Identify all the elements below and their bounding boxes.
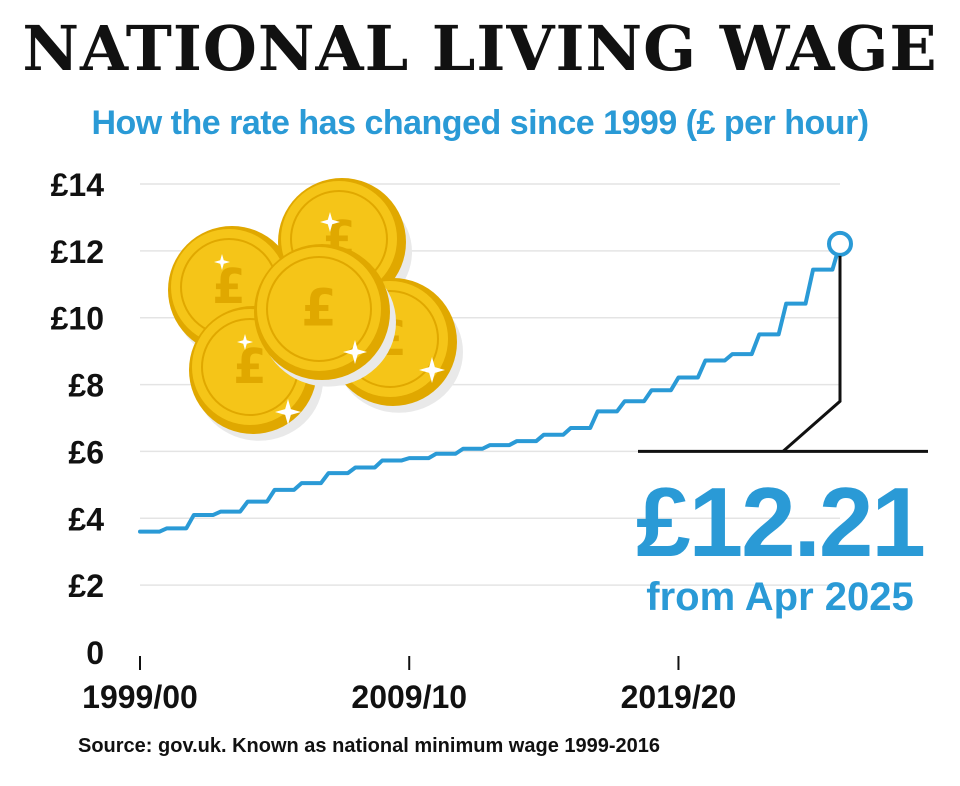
sparkle-icon <box>343 340 367 364</box>
sparkle-icon <box>214 254 230 270</box>
y-tick-label: £6 <box>68 434 104 470</box>
x-tick-label: 2009/10 <box>351 679 467 715</box>
coin-inner-ring <box>266 256 372 362</box>
y-tick-label: £10 <box>51 301 104 337</box>
x-tick-label: 1999/00 <box>82 679 198 715</box>
y-tick-label: £8 <box>68 368 104 404</box>
pound-coins-icon: £££££ <box>168 178 463 441</box>
y-tick-label: 0 <box>86 635 104 671</box>
y-tick-label: £2 <box>68 568 104 604</box>
pound-icon: £ <box>212 259 245 315</box>
y-tick-label: £14 <box>51 167 105 203</box>
pound-icon: £ <box>301 280 337 339</box>
y-tick-label: £12 <box>51 234 104 270</box>
endpoint-marker <box>827 230 853 257</box>
coin-face <box>257 247 381 371</box>
chart-title: NATIONAL LIVING WAGE <box>22 12 938 85</box>
series-layer <box>138 241 842 534</box>
series-line <box>138 241 842 534</box>
sparkle-icon <box>275 399 301 425</box>
source-note: Source: gov.uk. Known as national minimu… <box>78 735 661 757</box>
sparkle-icon <box>320 212 340 232</box>
chart-subtitle: How the rate has changed since 1999 (£ p… <box>91 104 869 142</box>
annotation-value: £12.21 <box>636 467 924 577</box>
pound-icon: £ <box>233 339 266 395</box>
x-tick-label: 2019/20 <box>621 679 737 715</box>
annotation-date: from Apr 2025 <box>646 575 914 619</box>
axes: 0 £2 £4 £6 £8 £10 £12 £14 1999/00 2009/10 2019/20 <box>51 167 737 715</box>
y-tick-label: £4 <box>68 501 104 537</box>
leader-line <box>782 255 842 453</box>
sparkle-icon <box>419 357 445 383</box>
sparkle-icon <box>237 334 253 350</box>
